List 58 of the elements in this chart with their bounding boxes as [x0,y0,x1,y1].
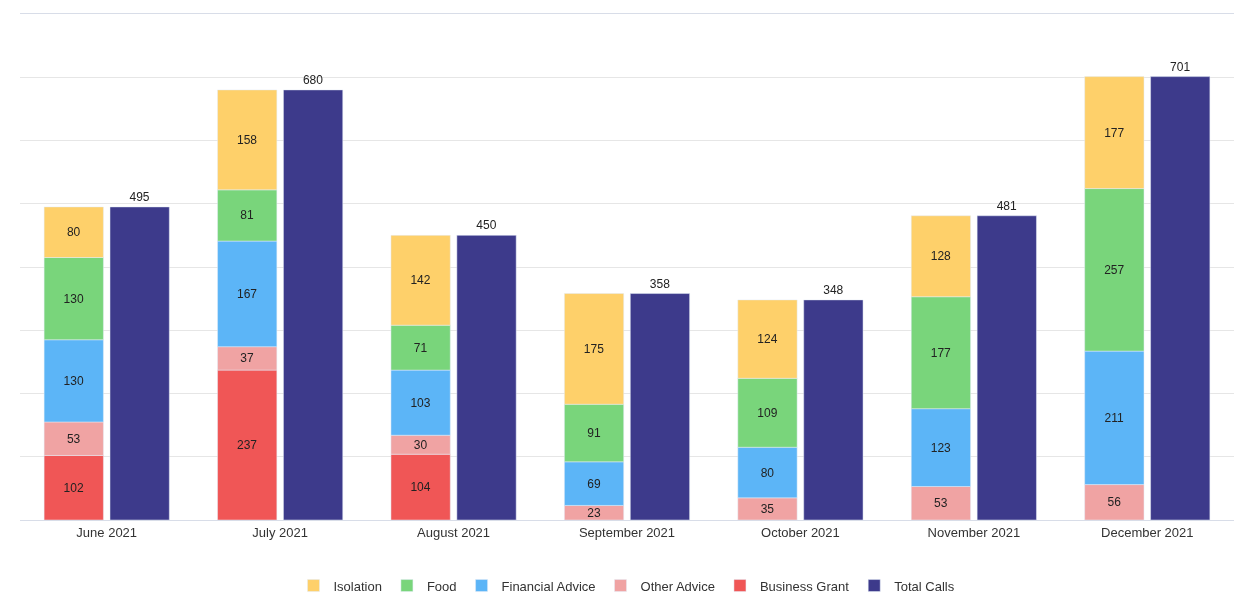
data-label: 124 [757,332,778,347]
data-label: 701 [1170,59,1191,74]
legend-label: Food [426,578,457,594]
x-tick-label: August 2021 [417,524,491,540]
data-label: 257 [1104,262,1125,277]
data-label: 128 [930,249,952,264]
data-label: 53 [934,496,948,511]
data-label: 35 [760,501,775,516]
bar [1150,76,1211,520]
legend-label: Business Grant [759,578,850,594]
data-label: 495 [129,189,150,204]
legend-label: Financial Advice [501,578,596,594]
data-label: 211 [1104,410,1125,425]
data-label: 123 [930,440,952,455]
data-label: 680 [302,72,324,87]
legend-label: Isolation [333,578,382,594]
x-tick-label: October 2021 [761,524,840,540]
data-label: 130 [63,291,84,306]
data-label: 348 [823,282,844,297]
data-label: 177 [930,345,952,360]
data-label: 109 [757,405,778,420]
x-tick-label: November 2021 [927,524,1021,540]
x-tick-label: December 2021 [1101,524,1194,540]
data-label: 103 [410,395,431,410]
data-label: 80 [66,225,81,240]
x-tick-label: September 2021 [578,524,676,540]
data-label: 102 [63,480,84,495]
bar [976,215,1037,520]
data-label: 450 [476,218,497,233]
bar [456,235,517,520]
data-label: 53 [66,431,81,446]
bar [109,206,170,520]
data-label: 56 [1107,495,1122,510]
data-label: 80 [760,465,775,480]
legend-label: Total Calls [894,578,955,594]
data-label: 91 [587,426,601,441]
data-label: 69 [587,476,601,491]
data-label: 358 [649,276,671,291]
data-label: 37 [240,351,255,366]
data-label: 177 [1104,125,1125,140]
data-label: 237 [237,438,258,453]
bar [803,299,864,520]
bar [630,293,690,520]
data-label: 81 [240,208,255,223]
data-label: 481 [996,198,1017,213]
data-label: 130 [63,373,84,388]
data-label: 23 [587,505,601,520]
data-label: 30 [413,437,428,452]
bar [283,89,343,520]
data-label: 167 [237,286,258,301]
x-tick-label: July 2021 [252,524,308,540]
legend-label: Other Advice [640,578,715,594]
x-tick-label: June 2021 [76,524,138,540]
data-label: 158 [237,132,258,147]
data-label: 142 [410,273,431,288]
data-label: 104 [410,480,431,495]
data-label: 71 [413,340,428,355]
data-label: 175 [583,341,605,356]
